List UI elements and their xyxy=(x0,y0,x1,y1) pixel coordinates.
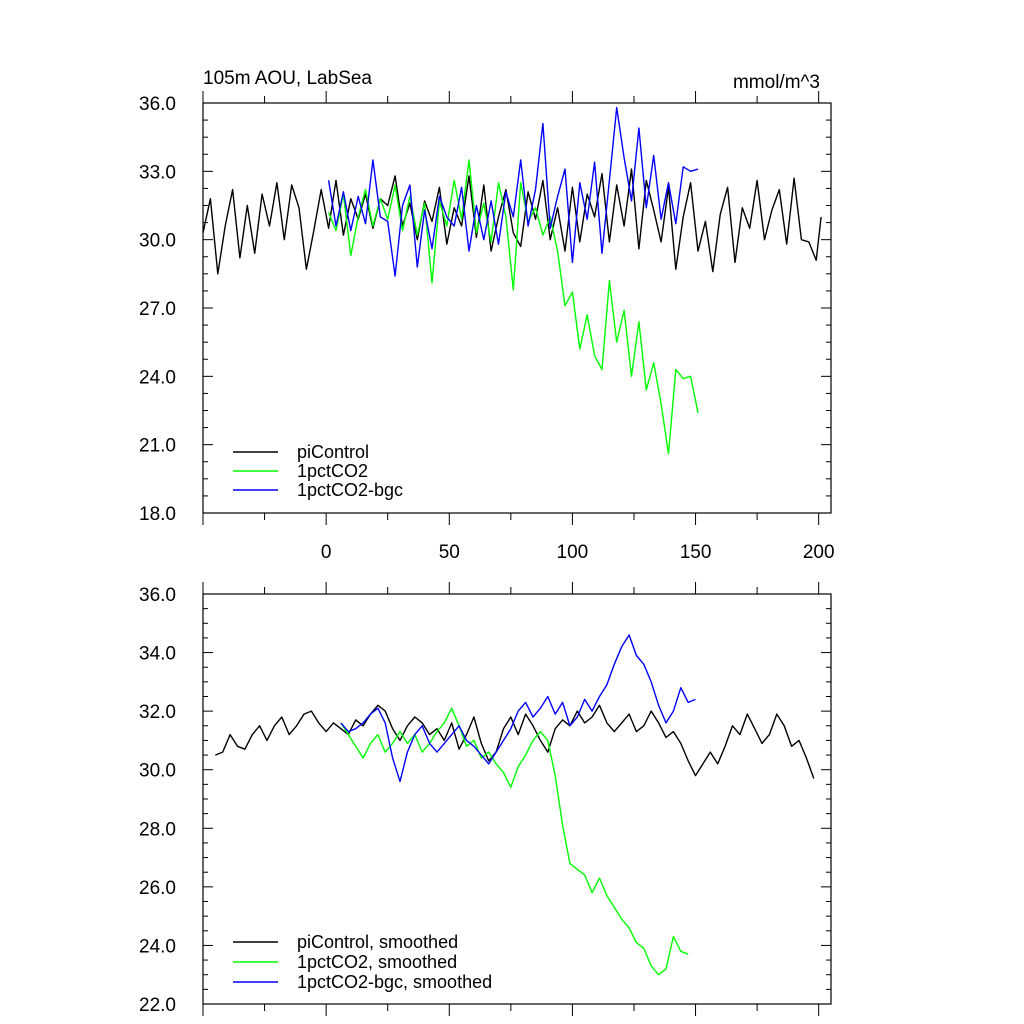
x-tick-label: 100 xyxy=(557,542,589,563)
y-tick-label: 36.0 xyxy=(139,94,176,115)
legend-label: piControl, smoothed xyxy=(297,932,458,952)
y-tick-label: 28.0 xyxy=(139,819,176,840)
y-tick-label: 27.0 xyxy=(139,299,176,320)
x-tick-label: 50 xyxy=(439,542,460,563)
series-line-1pctco2-smoothed xyxy=(340,707,689,976)
x-tick-label: 200 xyxy=(803,542,835,563)
top-panel: 105m AOU, LabSea mmol/m^3 18.0 21.0 24.0 27… xyxy=(139,68,835,563)
y-tick-label: 36.0 xyxy=(139,585,176,606)
series-line-1pctco2 xyxy=(327,159,699,455)
y-tick-label: 30.0 xyxy=(139,761,176,782)
y-tick-label: 32.0 xyxy=(139,702,176,723)
series-line-1pctco2-bgc xyxy=(327,106,699,277)
y-tick-label: 34.0 xyxy=(139,644,176,665)
series-line-picontrol-smoothed xyxy=(215,704,815,779)
series-line-1pctco2-bgc-smoothed xyxy=(340,634,696,783)
units-label: mmol/m^3 xyxy=(733,72,820,93)
y-tick-label: 30.0 xyxy=(139,231,176,252)
chart-title: 105m AOU, LabSea xyxy=(203,68,372,89)
y-tick-label: 21.0 xyxy=(139,436,176,457)
y-tick-label: 24.0 xyxy=(139,367,176,388)
legend-label: 1pctCO2-bgc, smoothed xyxy=(297,972,492,992)
y-tick-label: 24.0 xyxy=(139,936,176,957)
legend-label: 1pctCO2-bgc xyxy=(297,480,403,500)
y-tick-label: 18.0 xyxy=(139,504,176,525)
legend-label: 1pctCO2, smoothed xyxy=(297,952,457,972)
y-tick-label: 26.0 xyxy=(139,878,176,899)
series-line-picontrol xyxy=(203,168,822,275)
legend-label: piControl xyxy=(297,442,369,462)
x-tick-label: 150 xyxy=(680,542,712,563)
y-tick-label: 22.0 xyxy=(139,995,176,1016)
x-tick-label: 0 xyxy=(321,542,332,563)
legend-label: 1pctCO2 xyxy=(297,461,368,481)
y-tick-label: 33.0 xyxy=(139,162,176,183)
bottom-panel: 22.0 24.0 26.0 28.0 30.0 32.0 34.0 36.0 piContro… xyxy=(139,582,832,1016)
